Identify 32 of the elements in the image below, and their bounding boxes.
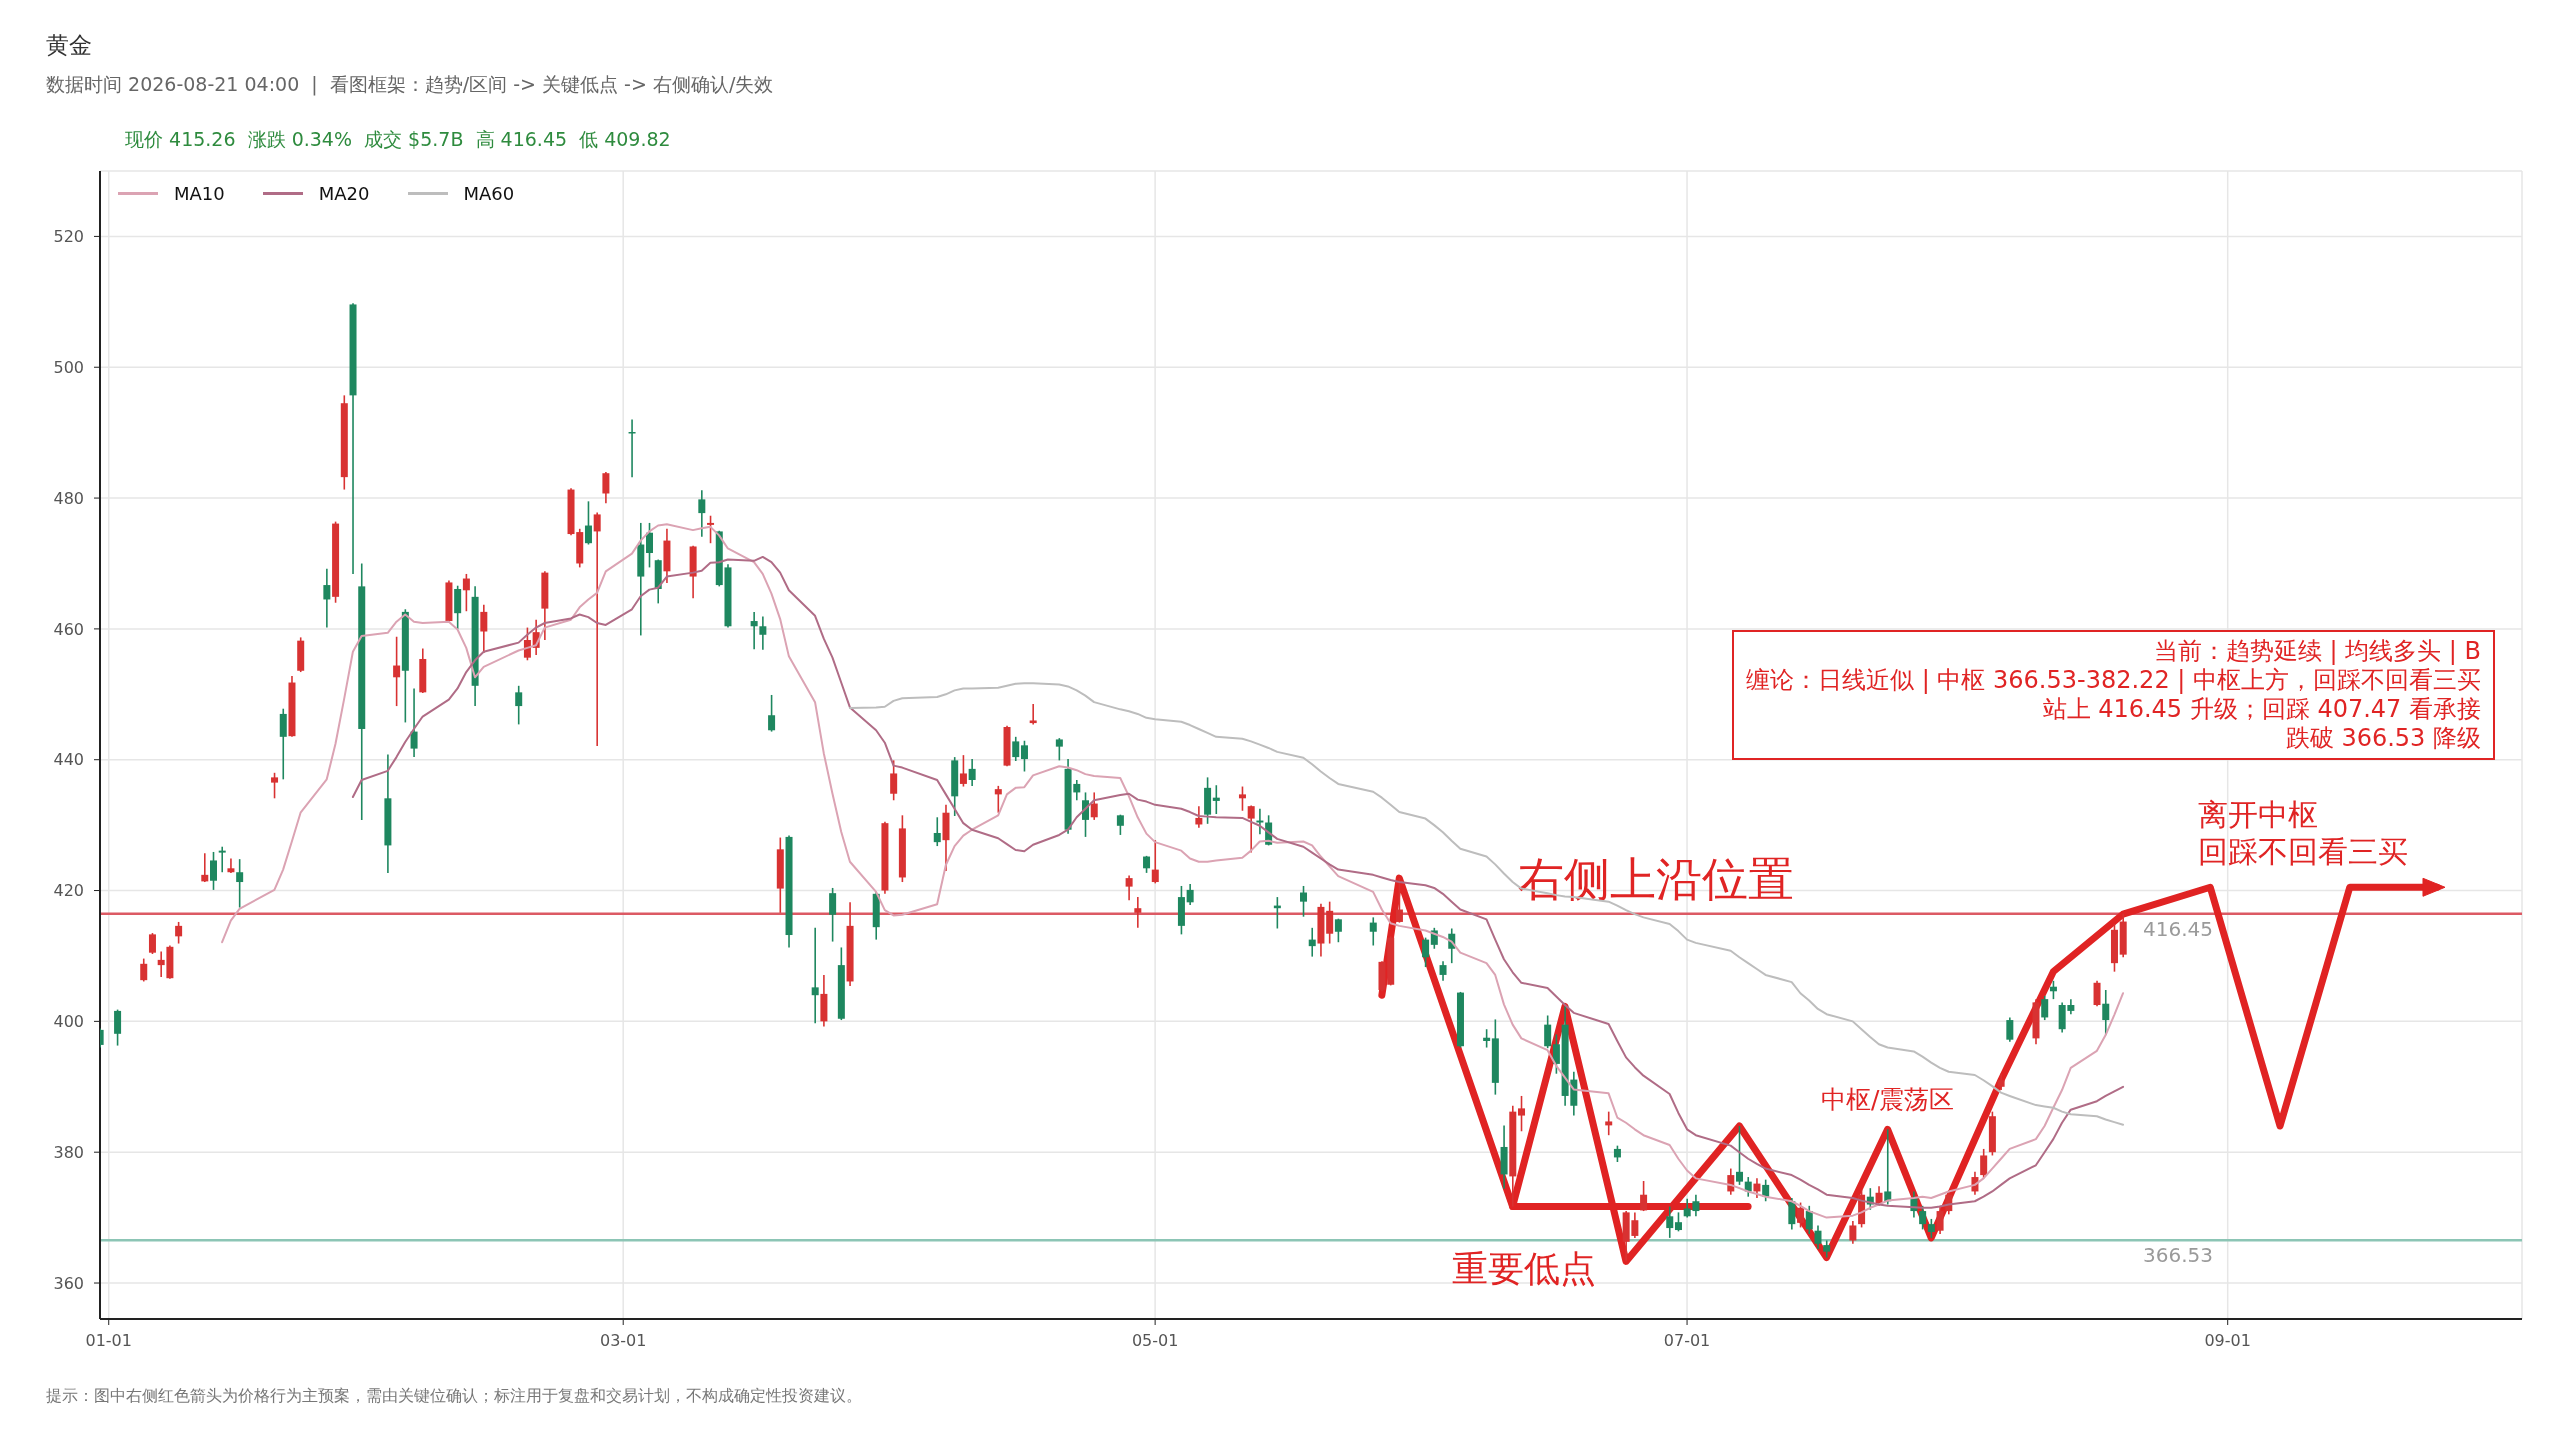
x-tick-label: 09-01 — [2204, 1331, 2251, 1351]
ref-line-label: 416.45 — [2143, 916, 2214, 941]
y-tick-label: 520 — [53, 227, 84, 247]
y-tick-label: 360 — [53, 1273, 84, 1293]
legend-label: MA10 — [174, 183, 225, 204]
annotation: 离开中枢 — [2198, 797, 2319, 833]
text: 现价 415.26 涨跌 0.34% 成交 $5.7B 高 416.45 低 409.82 — [125, 127, 671, 152]
chart-subtitle: 数据时间 2026-08-21 04:00 | 看图框架：趋势/区间 -> 关键低点 -> 右侧确认/失效 — [46, 72, 774, 98]
annotation: 站上 416.45 升级；回踩 407.47 看承接 — [2041, 695, 2481, 724]
annotation: 当前：趋势延续 | 均线多头 | B — [2152, 637, 2481, 666]
y-tick-label: 400 — [53, 1012, 84, 1032]
annotation: 缠论：日线近似 | 中枢 366.53-382.22 | 中枢上方，回踩不回看三买 — [1746, 666, 2481, 695]
annotation: 回踩不回看三买 — [2198, 834, 2409, 870]
annotation: 重要低点 — [1452, 1248, 1597, 1290]
y-tick-label: 480 — [53, 488, 84, 508]
y-tick-label: 460 — [53, 619, 84, 639]
y-tick-label: 440 — [53, 750, 84, 770]
chart-title: 黄金 — [46, 31, 92, 60]
y-tick-label: 500 — [53, 357, 84, 377]
text: 提示：图中右侧红色箭头为价格行为主预案，需由关键位确认；标注用于复盘和交易计划，不构成确定性投资建议。 — [46, 1386, 862, 1407]
annotation: 中枢/震荡区 — [1820, 1084, 1955, 1114]
x-tick-label: 01-01 — [85, 1331, 132, 1351]
x-tick-label: 05-01 — [1131, 1331, 1179, 1351]
y-tick-label: 380 — [53, 1142, 84, 1162]
x-tick-label: 03-01 — [599, 1331, 647, 1351]
ref-line-label: 366.53 — [2143, 1243, 2214, 1268]
annotation: 跌破 366.53 降级 — [2284, 724, 2481, 753]
legend-label: MA60 — [463, 183, 515, 204]
annotation: 右侧上沿位置 — [1517, 852, 1794, 907]
x-tick-label: 07-01 — [1663, 1331, 1711, 1351]
legend-label: MA20 — [318, 183, 370, 204]
y-tick-label: 420 — [53, 881, 84, 901]
